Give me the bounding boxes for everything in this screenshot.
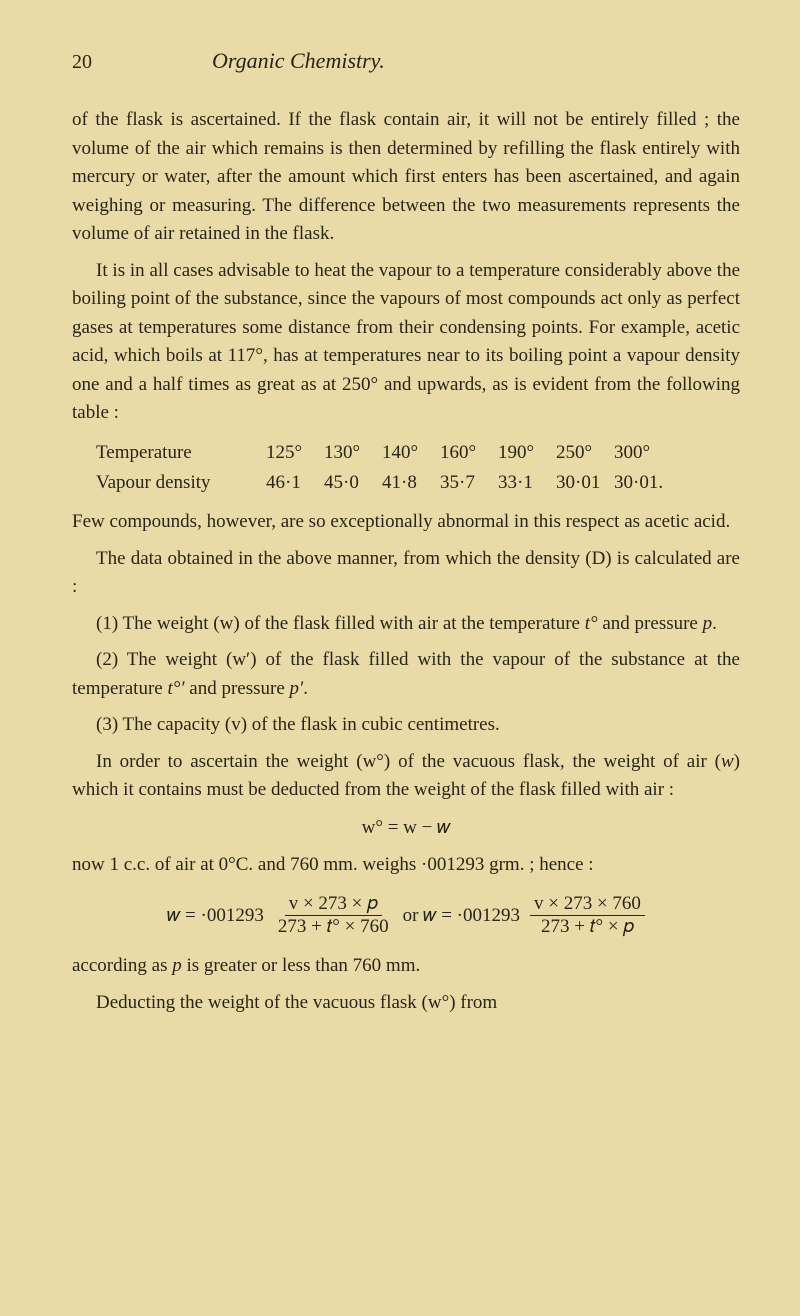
data-table: Temperature 125° 130° 140° 160° 190° 250… bbox=[96, 438, 740, 499]
paragraph-4: The data obtained in the above manner, f… bbox=[72, 545, 740, 602]
page-header: 20 Organic Chemistry. bbox=[72, 48, 740, 74]
row-label-temp: Temperature bbox=[96, 438, 266, 468]
symbol-p: p bbox=[172, 955, 182, 976]
fraction-2: v × 273 × 760 273 + 𝑡° × 𝑝 bbox=[530, 893, 645, 938]
paragraph-7: according as p is greater or less than 7… bbox=[72, 952, 740, 981]
symbol-w: w bbox=[721, 751, 734, 772]
row-label-density: Vapour density bbox=[96, 468, 266, 498]
text-run: according as bbox=[72, 955, 172, 976]
temp-cell: 125° bbox=[266, 438, 324, 468]
page-number: 20 bbox=[72, 51, 92, 74]
numerator: v × 273 × 𝑝 bbox=[285, 893, 382, 916]
symbol-d: D bbox=[592, 548, 606, 569]
paragraph-3: Few compounds, however, are so exception… bbox=[72, 508, 740, 537]
symbol-t: t° bbox=[585, 613, 598, 634]
formula-center: w° = w − 𝑤 bbox=[72, 817, 740, 839]
temp-cell: 130° bbox=[324, 438, 382, 468]
mid-text: or 𝑤 = ·001293 bbox=[403, 905, 520, 927]
table-row: Vapour density 46·1 45·0 41·8 35·7 33·1 … bbox=[96, 468, 740, 498]
symbol-tprime: t°′ bbox=[167, 678, 184, 699]
numerator: v × 273 × 760 bbox=[530, 893, 645, 916]
item-2: (2) The weight (w′) of the flask filled … bbox=[72, 646, 740, 703]
density-cell: 30·01 bbox=[556, 468, 614, 498]
temp-cell: 140° bbox=[382, 438, 440, 468]
table-row: Temperature 125° 130° 140° 160° 190° 250… bbox=[96, 438, 740, 468]
text-run: and pressure bbox=[185, 678, 290, 699]
density-cell: 33·1 bbox=[498, 468, 556, 498]
text-run: is greater or less than 760 mm. bbox=[182, 955, 421, 976]
period: . bbox=[303, 678, 308, 699]
temp-cell: 160° bbox=[440, 438, 498, 468]
fraction-1: v × 273 × 𝑝 273 + 𝑡° × 760 bbox=[274, 893, 393, 938]
page-title: Organic Chemistry. bbox=[212, 48, 385, 74]
temp-cell: 190° bbox=[498, 438, 556, 468]
paragraph-5: In order to ascertain the weight (w°) of… bbox=[72, 748, 740, 805]
item-1: (1) The weight (w) of the flask filled w… bbox=[72, 610, 740, 639]
density-cell: 46·1 bbox=[266, 468, 324, 498]
denominator: 273 + 𝑡° × 760 bbox=[274, 916, 393, 938]
paragraph-2: It is in all cases advisable to heat the… bbox=[72, 257, 740, 428]
density-cell: 30·01. bbox=[614, 468, 672, 498]
symbol-p: p bbox=[703, 613, 713, 634]
paragraph-1: of the flask is ascertained. If the flas… bbox=[72, 106, 740, 249]
density-cell: 45·0 bbox=[324, 468, 382, 498]
formula-fractions: 𝑤 = ·001293 v × 273 × 𝑝 273 + 𝑡° × 760 o… bbox=[72, 893, 740, 938]
density-cell: 35·7 bbox=[440, 468, 498, 498]
density-cell: 41·8 bbox=[382, 468, 440, 498]
symbol-pprime: p′ bbox=[290, 678, 304, 699]
period: . bbox=[712, 613, 717, 634]
denominator: 273 + 𝑡° × 𝑝 bbox=[537, 916, 638, 938]
text-run: The data obtained in the above manner, f… bbox=[96, 548, 592, 569]
lhs: 𝑤 = ·001293 bbox=[167, 905, 264, 927]
text-run: In order to ascertain the weight (w°) of… bbox=[96, 751, 721, 772]
paragraph-6: now 1 c.c. of air at 0°C. and 760 mm. we… bbox=[72, 851, 740, 880]
text-run: and pressure bbox=[598, 613, 703, 634]
temp-cell: 300° bbox=[614, 438, 672, 468]
item-3: (3) The capacity (v) of the flask in cub… bbox=[72, 711, 740, 740]
temp-cell: 250° bbox=[556, 438, 614, 468]
paragraph-8: Deducting the weight of the vacuous flas… bbox=[72, 989, 740, 1018]
text-run: (1) The weight (w) of the flask filled w… bbox=[96, 613, 585, 634]
